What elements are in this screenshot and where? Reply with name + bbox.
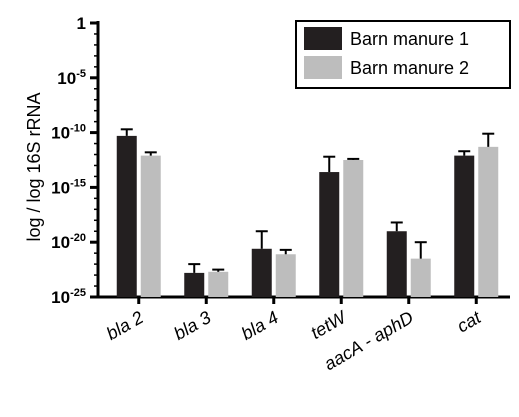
legend-swatch [304,27,342,50]
y-tick-label: 10-25 [51,287,86,307]
bar [343,160,364,297]
legend-label: Barn manure 2 [350,58,469,78]
legend-swatch [304,56,342,79]
y-tick-label: 10-20 [51,232,86,252]
bar [140,155,161,297]
bar [454,155,475,297]
legend: Barn manure 1 Barn manure 2 [295,20,511,89]
bar [116,135,137,297]
bar [275,254,296,297]
bar [319,172,340,297]
x-tick-label: bla 2 [103,307,147,344]
bar [208,271,229,297]
y-tick-label: 1 [77,14,86,33]
bar [478,146,499,297]
y-tick-label: 10-5 [57,68,86,88]
y-tick-label: 10-15 [51,177,86,197]
legend-label: Barn manure 1 [350,29,469,49]
bar [410,258,431,297]
x-tick-label: tetW [307,306,351,343]
bar [184,272,205,297]
y-axis: 1 10-5 10-10 10-15 10-20 10-25 [51,14,100,307]
bars [116,128,499,297]
x-tick-label: bla 4 [238,307,282,344]
x-tick-label: cat [453,307,485,337]
y-axis-label: log / log 16S rRNA [24,92,44,241]
bar [386,231,407,297]
y-tick-label: 10-10 [51,123,86,143]
x-tick-label: bla 3 [170,307,214,344]
bar [251,248,272,297]
